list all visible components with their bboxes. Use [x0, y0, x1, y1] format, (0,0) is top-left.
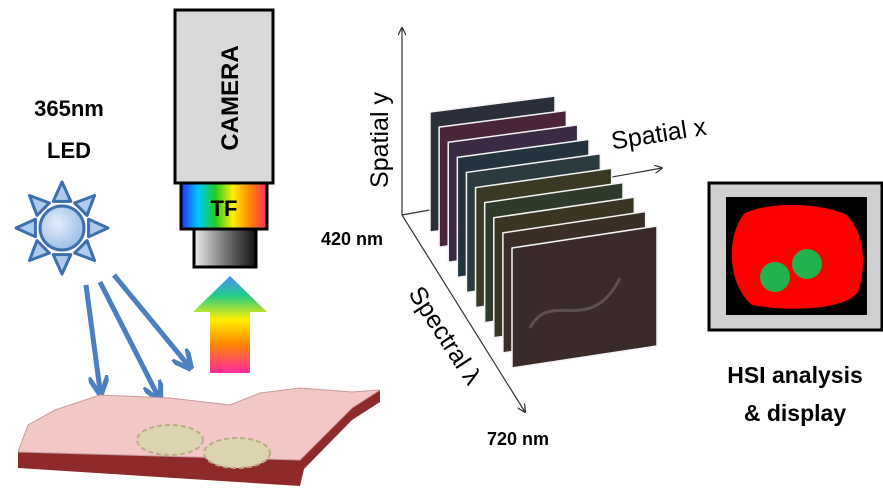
display-monitor [707, 181, 883, 332]
sun-ray [73, 239, 97, 263]
display-spot [792, 249, 822, 279]
filter-label: TF [211, 196, 238, 221]
y-axis-label: Spatial y [366, 92, 394, 188]
sun-ray [27, 193, 51, 217]
end-wavelength-label: 720 nm [487, 429, 549, 449]
display-spot [760, 262, 790, 292]
sun-ray [51, 180, 73, 203]
camera-label: CAMERA [217, 45, 244, 150]
led-label-line1: 365nm [34, 96, 104, 121]
sun-ray [87, 217, 110, 239]
reflected-light-arrow [193, 276, 267, 373]
frame-texture [528, 277, 622, 329]
spectral-frame [511, 225, 658, 369]
analysis-label-line1: HSI analysis [727, 362, 863, 388]
x-axis-label: Spatial x [609, 113, 709, 156]
sun-ray [27, 239, 51, 263]
tunable-filter [179, 181, 269, 231]
sun-ray [73, 193, 97, 217]
analysis-label-line2: & display [744, 400, 846, 426]
sun-ray [14, 217, 37, 239]
camera-body [173, 8, 275, 185]
tissue-sample [17, 387, 381, 486]
led-label-line2: LED [47, 138, 91, 163]
start-wavelength-label: 420 nm [321, 229, 383, 249]
spectral-image-stack [429, 95, 658, 369]
camera-lens [192, 227, 258, 269]
camera [173, 8, 275, 269]
led-sun-icon [14, 180, 110, 276]
sun-ray [51, 253, 73, 276]
spectral-axis-label: Spectral λ [403, 281, 487, 390]
illumination-arrows [83, 273, 188, 396]
